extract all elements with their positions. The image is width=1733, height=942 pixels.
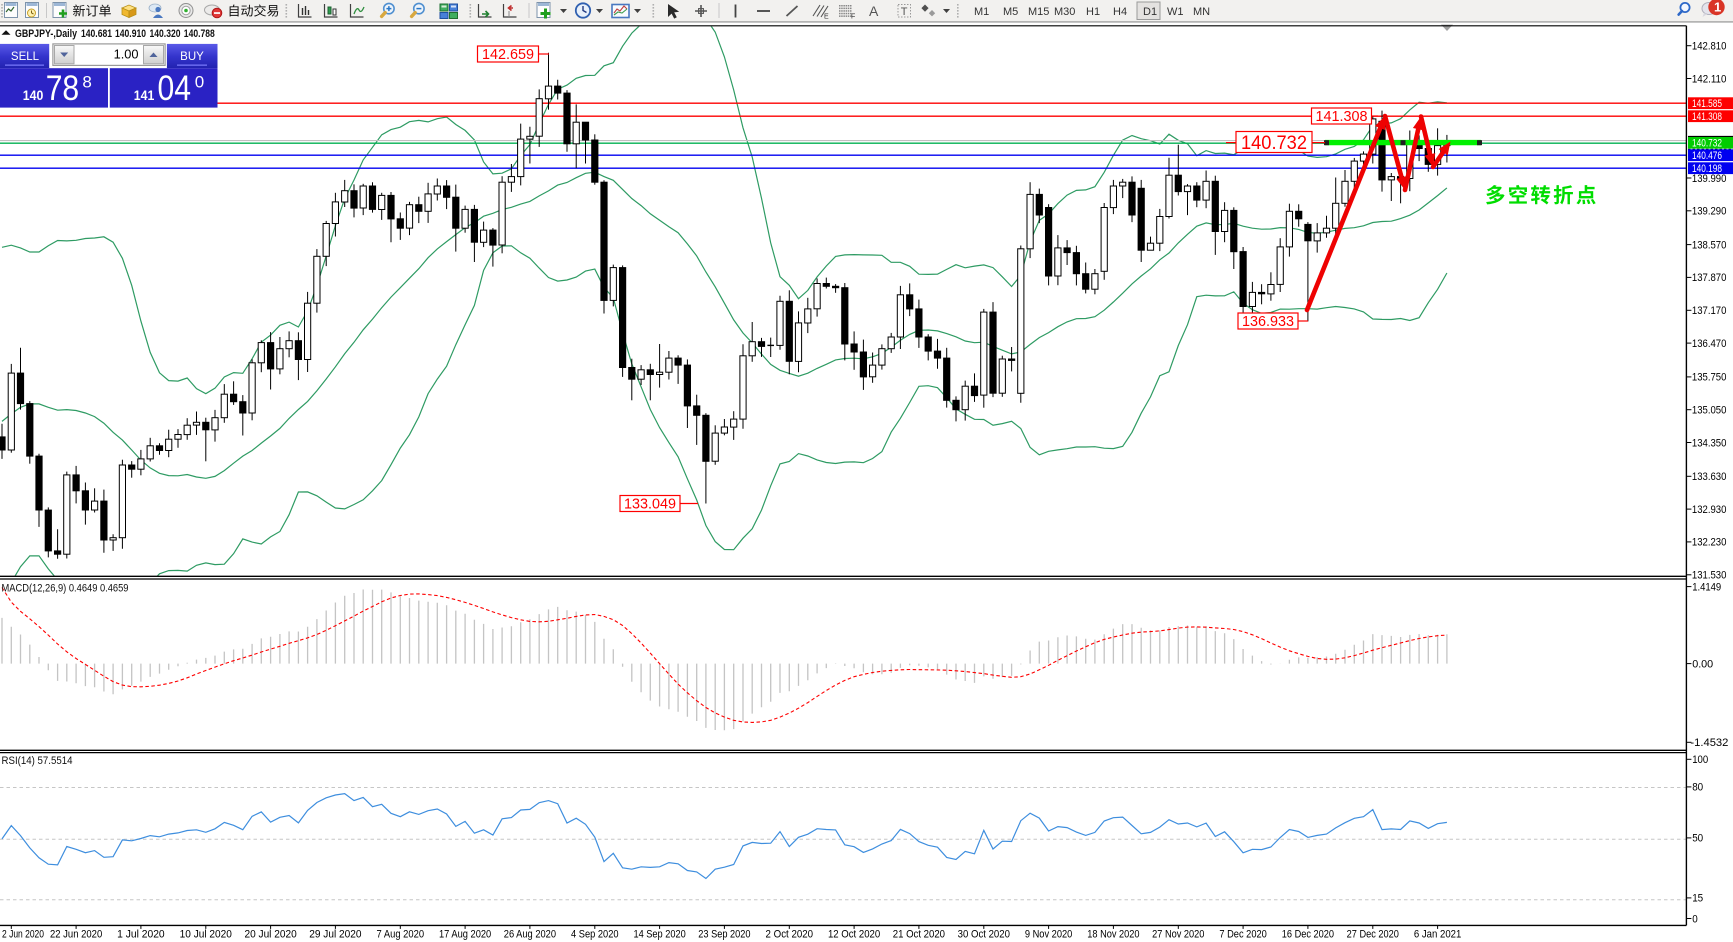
svg-text:M15: M15: [1028, 6, 1049, 18]
svg-text:GBPJPY-,Daily: GBPJPY-,Daily: [15, 28, 77, 40]
svg-text:1: 1: [1714, 0, 1721, 15]
svg-text:142.110: 142.110: [1692, 73, 1727, 85]
svg-text:7 Aug 2020: 7 Aug 2020: [377, 929, 425, 941]
svg-text:140.732: 140.732: [1241, 133, 1307, 154]
svg-text:M1: M1: [974, 6, 989, 18]
svg-text:18 Nov 2020: 18 Nov 2020: [1087, 929, 1139, 941]
svg-text:140.320: 140.320: [150, 28, 181, 40]
svg-text:138.570: 138.570: [1692, 239, 1727, 251]
svg-text:50: 50: [1692, 833, 1703, 845]
svg-text:M30: M30: [1054, 6, 1075, 18]
svg-text:14 Sep 2020: 14 Sep 2020: [633, 929, 685, 941]
svg-text:141.308: 141.308: [1316, 109, 1368, 125]
svg-text:140: 140: [23, 87, 44, 103]
svg-text:MN: MN: [1193, 6, 1210, 18]
svg-text:0: 0: [1692, 913, 1698, 925]
svg-text:141: 141: [134, 87, 155, 103]
svg-text:15: 15: [1692, 893, 1703, 905]
svg-text:135.050: 135.050: [1692, 405, 1727, 417]
svg-text:1 Jul 2020: 1 Jul 2020: [117, 929, 165, 941]
svg-text:132.930: 132.930: [1692, 504, 1727, 516]
svg-text:2 Jun 2020: 2 Jun 2020: [2, 929, 44, 941]
svg-text:80: 80: [1692, 782, 1703, 794]
svg-text:0.00: 0.00: [1692, 658, 1713, 670]
svg-text:142.659: 142.659: [482, 47, 534, 63]
svg-text:78: 78: [46, 69, 79, 108]
svg-text:136.933: 136.933: [1242, 314, 1294, 330]
svg-text:10 Jul 2020: 10 Jul 2020: [180, 929, 232, 941]
svg-text:T: T: [901, 6, 908, 18]
svg-text:MACD(12,26,9) 0.4649 0.4659: MACD(12,26,9) 0.4649 0.4659: [2, 583, 129, 595]
svg-text:04: 04: [158, 69, 192, 108]
svg-text:133.630: 133.630: [1692, 471, 1727, 483]
svg-text:0: 0: [195, 73, 204, 92]
svg-text:22 Jun 2020: 22 Jun 2020: [50, 929, 102, 941]
svg-text:M5: M5: [1003, 6, 1018, 18]
svg-text:140.788: 140.788: [184, 28, 215, 40]
svg-text:27 Dec 2020: 27 Dec 2020: [1347, 929, 1399, 941]
svg-text:30 Oct 2020: 30 Oct 2020: [958, 929, 1010, 941]
svg-text:135.750: 135.750: [1692, 372, 1727, 384]
svg-text:26 Aug 2020: 26 Aug 2020: [504, 929, 556, 941]
svg-text:140.198: 140.198: [1692, 163, 1722, 175]
svg-text:4 Sep 2020: 4 Sep 2020: [571, 929, 619, 941]
svg-text:6 Jan 2021: 6 Jan 2021: [1414, 929, 1462, 941]
svg-text:9 Nov 2020: 9 Nov 2020: [1025, 929, 1073, 941]
svg-text:140.681: 140.681: [81, 28, 112, 40]
svg-text:20 Jul 2020: 20 Jul 2020: [244, 929, 296, 941]
svg-text:D1: D1: [1143, 6, 1157, 18]
svg-text:141.585: 141.585: [1692, 98, 1722, 110]
svg-text:1.00: 1.00: [114, 46, 139, 61]
svg-text:140.732: 140.732: [1692, 138, 1722, 150]
svg-text:8: 8: [82, 73, 91, 92]
svg-text:139.290: 139.290: [1692, 206, 1727, 218]
svg-text:A: A: [869, 3, 879, 19]
svg-text:140.476: 140.476: [1692, 150, 1722, 162]
svg-text:141.308: 141.308: [1692, 111, 1722, 123]
svg-text:7 Dec 2020: 7 Dec 2020: [1219, 929, 1267, 941]
svg-text:BUY: BUY: [180, 51, 204, 63]
svg-text:F: F: [851, 14, 855, 21]
svg-text:SELL: SELL: [11, 51, 40, 63]
svg-text:H4: H4: [1113, 6, 1127, 18]
svg-text:139.990: 139.990: [1692, 173, 1727, 185]
svg-text:23 Sep 2020: 23 Sep 2020: [698, 929, 750, 941]
svg-text:12 Oct 2020: 12 Oct 2020: [828, 929, 880, 941]
svg-text:RSI(14) 57.5514: RSI(14) 57.5514: [2, 755, 73, 767]
svg-text:131.530: 131.530: [1692, 570, 1727, 582]
svg-text:2 Oct 2020: 2 Oct 2020: [766, 929, 814, 941]
svg-text:E: E: [824, 14, 829, 21]
svg-text:H1: H1: [1086, 6, 1100, 18]
svg-text:27 Nov 2020: 27 Nov 2020: [1152, 929, 1204, 941]
svg-text:W1: W1: [1167, 6, 1184, 18]
svg-text:29 Jul 2020: 29 Jul 2020: [309, 929, 361, 941]
svg-text:-1.4532: -1.4532: [1690, 737, 1728, 749]
svg-text:1.4149: 1.4149: [1692, 581, 1721, 593]
svg-text:100: 100: [1692, 754, 1708, 766]
svg-text:17 Aug 2020: 17 Aug 2020: [439, 929, 491, 941]
svg-text:16 Dec 2020: 16 Dec 2020: [1282, 929, 1334, 941]
svg-text:137.870: 137.870: [1692, 272, 1727, 284]
svg-text:137.170: 137.170: [1692, 305, 1727, 317]
svg-text:132.230: 132.230: [1692, 537, 1727, 549]
svg-text:21 Oct 2020: 21 Oct 2020: [893, 929, 945, 941]
svg-text:142.810: 142.810: [1692, 41, 1727, 53]
svg-text:140.910: 140.910: [115, 28, 146, 40]
svg-text:134.350: 134.350: [1692, 437, 1727, 449]
svg-text:136.470: 136.470: [1692, 338, 1727, 350]
svg-text:133.049: 133.049: [624, 497, 676, 513]
